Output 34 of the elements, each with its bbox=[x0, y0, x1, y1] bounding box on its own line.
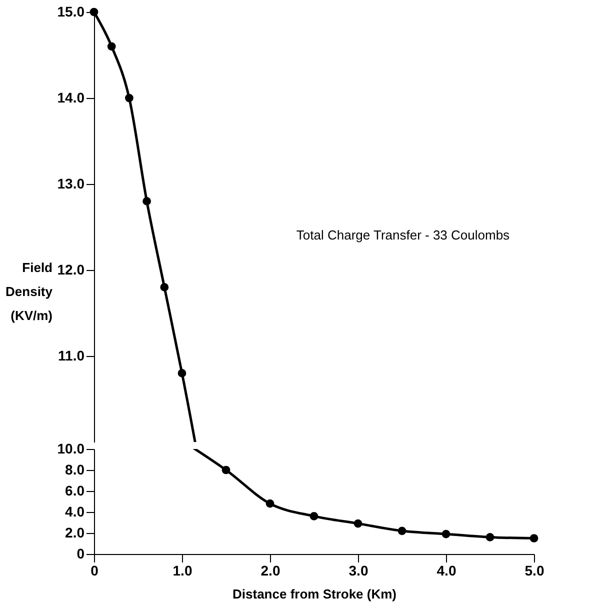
point bbox=[142, 197, 151, 206]
y-tick-label: 13.0 bbox=[57, 176, 85, 192]
y-tick-label: 15.0 bbox=[57, 4, 85, 20]
y-axis-title: Field Density (KV/m) bbox=[6, 260, 54, 323]
point bbox=[266, 499, 274, 508]
point bbox=[310, 512, 318, 520]
x-tick-label: 2.0 bbox=[260, 562, 280, 578]
y-tick-label: 4.0 bbox=[65, 504, 85, 520]
y-tick-label: 11.0 bbox=[58, 348, 85, 364]
y-tick-label: 0 bbox=[76, 546, 85, 562]
y-tick-label: 14.0 bbox=[57, 90, 85, 106]
point bbox=[354, 519, 362, 528]
x-tick-label: 5.0 bbox=[524, 562, 544, 578]
y-tick-label: 10.0 bbox=[57, 440, 85, 456]
annotation: Total Charge Transfer - 33 Coulombs bbox=[296, 228, 510, 243]
point bbox=[222, 466, 230, 474]
point bbox=[160, 283, 169, 292]
point bbox=[398, 526, 406, 536]
y-tick-label: 2.0 bbox=[65, 524, 85, 540]
x-axis-title: Distance from Stroke (Km) bbox=[232, 586, 396, 602]
y-tick-label: 12.0 bbox=[57, 262, 85, 278]
point bbox=[442, 530, 450, 538]
point bbox=[178, 369, 186, 378]
y-tick-label: 6.0 bbox=[65, 482, 85, 498]
x-tick-label: 1.0 bbox=[172, 562, 192, 578]
point bbox=[486, 533, 494, 542]
x-tick-label: 3.0 bbox=[348, 562, 368, 578]
point bbox=[125, 94, 134, 102]
point bbox=[107, 42, 116, 51]
x-tick-label: 0 bbox=[90, 562, 99, 578]
point bbox=[90, 8, 98, 16]
y-tick-label: 8.0 bbox=[65, 462, 85, 478]
x-tick-label: 4.0 bbox=[436, 562, 456, 578]
point bbox=[530, 534, 538, 542]
